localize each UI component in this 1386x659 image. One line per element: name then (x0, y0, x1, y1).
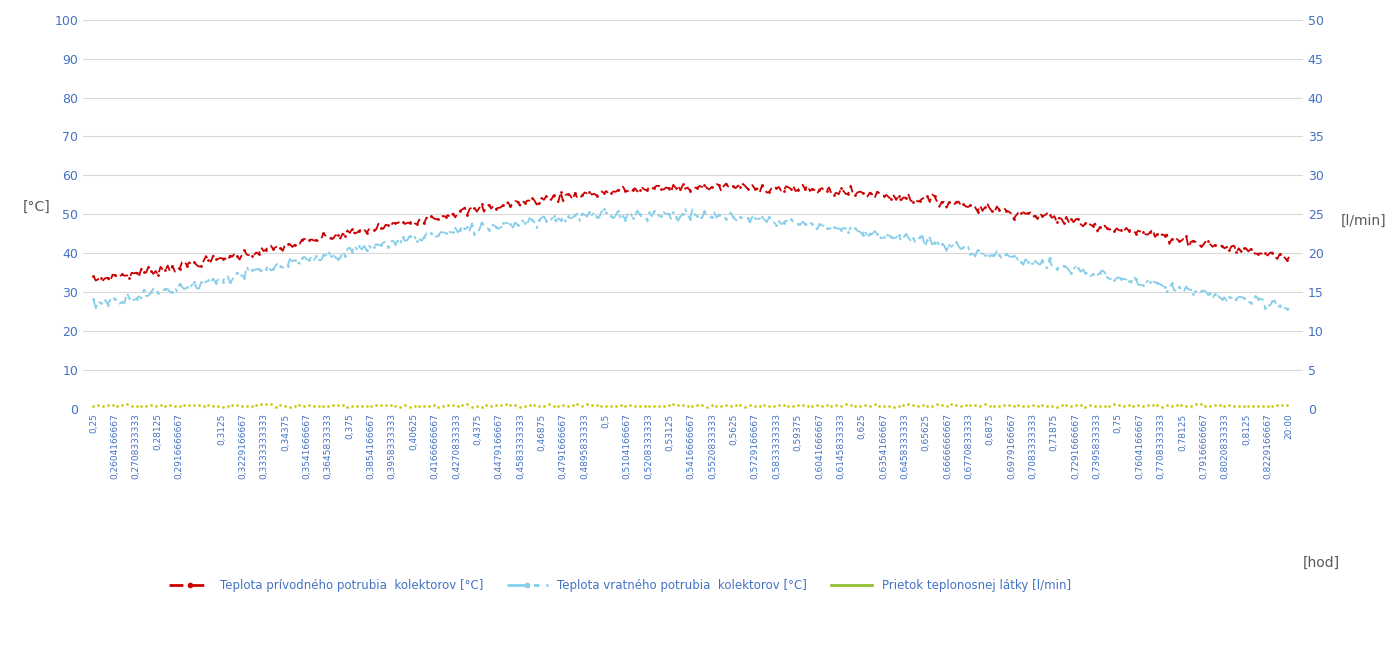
Y-axis label: [°C]: [°C] (24, 200, 51, 214)
Text: [hod]: [hod] (1303, 556, 1340, 570)
Y-axis label: [l/min]: [l/min] (1342, 214, 1386, 228)
Legend: Teplota prívodného potrubia  kolektorov [°C], Teplota vratného potrubia  kolekto: Teplota prívodného potrubia kolektorov [… (164, 575, 1076, 597)
